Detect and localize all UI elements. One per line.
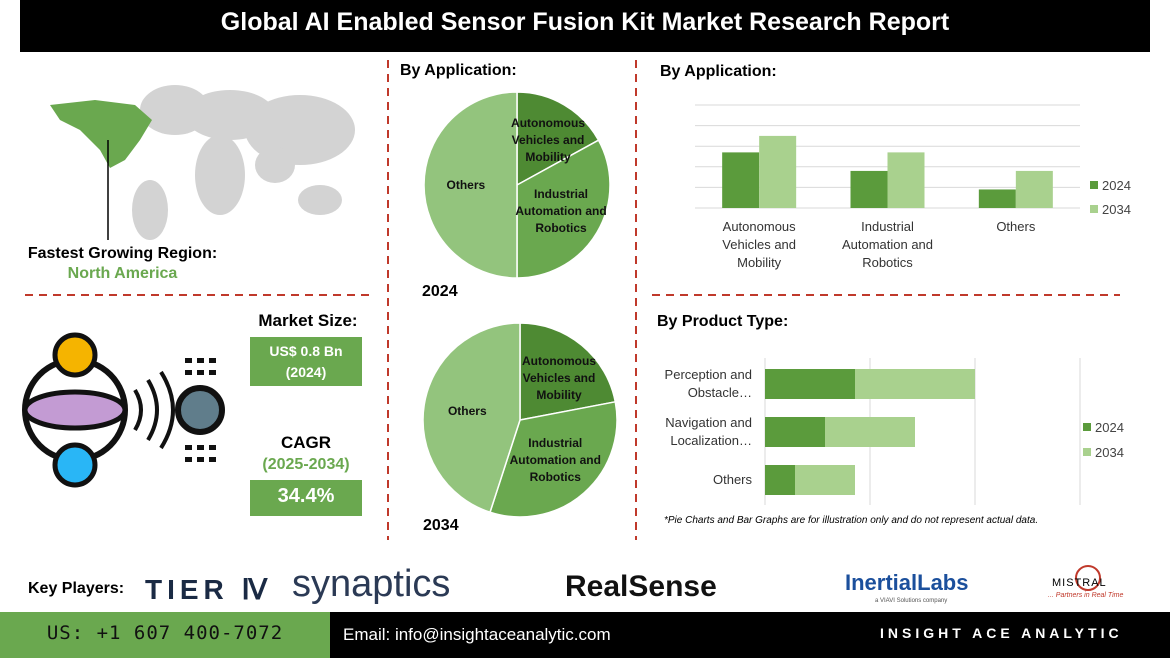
pie-label: Industrial Automation and Robotics bbox=[509, 435, 601, 484]
logo-sub: a VIAVI Solutions company bbox=[875, 598, 948, 604]
bar bbox=[887, 152, 925, 208]
email: Email: info@insightaceanalytic.com bbox=[343, 625, 611, 644]
x-tick-label: Others bbox=[996, 219, 1036, 234]
bar bbox=[765, 369, 855, 399]
chart-title: By Product Type: bbox=[657, 313, 789, 330]
logo: synaptics bbox=[292, 563, 451, 605]
sensor-icon bbox=[22, 332, 225, 488]
chart-title: By Application: bbox=[660, 63, 777, 80]
bar bbox=[759, 135, 797, 208]
footer-left bbox=[0, 612, 330, 658]
chart-subtitle: 2034 bbox=[423, 517, 459, 534]
logo: TIER Ⅳ bbox=[145, 574, 273, 605]
bar bbox=[1015, 170, 1053, 208]
north-america bbox=[50, 100, 152, 168]
cagr-value: 34.4% bbox=[277, 485, 335, 507]
y-tick-label: Perception and Obstacle… bbox=[664, 367, 752, 400]
cagr-period: (2025-2034) bbox=[262, 456, 350, 473]
chart-title: By Application: bbox=[400, 62, 517, 79]
y-tick-label: Others bbox=[712, 472, 752, 487]
mistral-mark bbox=[1075, 565, 1101, 591]
y-tick-label: Navigation and Localization… bbox=[665, 415, 752, 448]
logo: MISTRAL bbox=[1052, 577, 1107, 589]
bar bbox=[722, 152, 760, 208]
size-year: (2024) bbox=[285, 364, 327, 380]
x-tick-label: Industrial Automation and Robotics bbox=[841, 219, 934, 270]
pie-slice bbox=[423, 91, 518, 279]
legend-swatch bbox=[1090, 181, 1098, 189]
legend-swatch bbox=[1083, 423, 1091, 431]
pie-label: Industrial Automation and Robotics bbox=[515, 186, 607, 235]
pie-label: Others bbox=[447, 404, 487, 419]
cagr-box bbox=[250, 480, 362, 516]
legend-swatch bbox=[1083, 448, 1091, 456]
size-value: US$ 0.8 Bn bbox=[269, 343, 343, 359]
pie-slice bbox=[519, 322, 617, 421]
chart-subtitle: 2024 bbox=[422, 283, 458, 300]
region-label: Fastest Growing Region: bbox=[27, 245, 218, 262]
legend-label: 2034 bbox=[1102, 202, 1131, 217]
pie-label: Autonomous Vehicles and Mobility bbox=[511, 116, 586, 165]
world-map bbox=[132, 85, 355, 240]
legend-swatch bbox=[1090, 205, 1098, 213]
logo: InertialLabs bbox=[845, 570, 969, 595]
pie-label: Autonomous Vehicles and Mobility bbox=[522, 354, 596, 403]
legend-label: 2024 bbox=[1095, 420, 1124, 435]
pie-slice bbox=[422, 322, 521, 514]
pie-slice bbox=[516, 91, 600, 187]
size-box bbox=[250, 337, 362, 386]
region-value: North America bbox=[67, 265, 178, 282]
note: *Pie Charts and Bar Graphs are for illus… bbox=[664, 515, 1039, 526]
bar bbox=[765, 465, 795, 495]
brand: INSIGHT ACE ANALYTIC bbox=[880, 625, 1123, 641]
x-tick-label: Autonomous Vehicles and Mobility bbox=[722, 219, 797, 270]
title-bar bbox=[20, 0, 1150, 52]
footer-right bbox=[330, 612, 1170, 658]
pie-slice bbox=[489, 400, 618, 518]
pie-label: Others bbox=[446, 177, 486, 192]
legend-label: 2034 bbox=[1095, 445, 1124, 460]
title: Global AI Enabled Sensor Fusion Kit Mark… bbox=[220, 8, 950, 36]
logo-sub: ... Partners in Real Time bbox=[1048, 592, 1124, 599]
logo: RealSense bbox=[565, 570, 717, 603]
separators bbox=[25, 60, 1120, 540]
cagr-label: CAGR bbox=[280, 433, 332, 452]
phone: US: +1 607 400-7072 bbox=[46, 622, 284, 644]
bar bbox=[850, 170, 888, 208]
bar bbox=[825, 417, 915, 447]
key-players-label: Key Players: bbox=[28, 580, 125, 597]
pie-slice bbox=[516, 139, 611, 279]
bar bbox=[978, 189, 1016, 208]
legend-label: 2024 bbox=[1102, 178, 1131, 193]
size-label: Market Size: bbox=[258, 311, 358, 330]
bar bbox=[795, 465, 855, 495]
bar bbox=[765, 417, 825, 447]
bar bbox=[855, 369, 975, 399]
